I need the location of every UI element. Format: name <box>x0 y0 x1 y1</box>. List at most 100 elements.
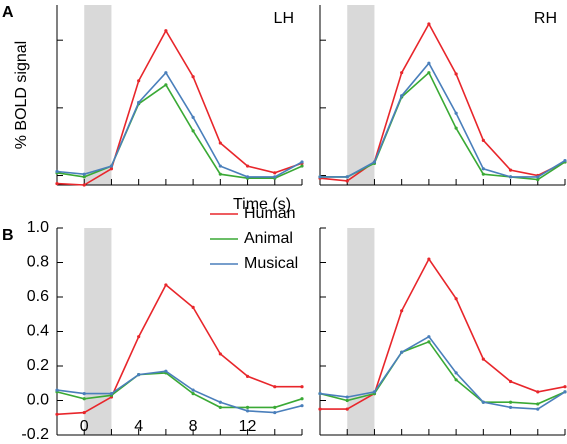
data-point <box>82 183 86 187</box>
data-point <box>82 397 86 401</box>
x-tick-label: 4 <box>134 418 143 435</box>
data-point <box>191 75 195 79</box>
data-point <box>563 385 567 389</box>
y-tick-label: 0.4 <box>27 323 49 340</box>
panel-title: RH <box>534 10 557 27</box>
data-point <box>481 357 485 361</box>
data-point <box>164 71 168 75</box>
series-line <box>319 340 566 405</box>
data-point <box>427 257 431 261</box>
data-point <box>55 412 59 416</box>
y-tick-label: 0.6 <box>27 288 49 305</box>
data-point <box>300 164 304 168</box>
data-point <box>300 160 304 164</box>
data-point <box>454 378 458 382</box>
data-point <box>300 397 304 401</box>
data-point <box>245 409 250 413</box>
data-point <box>372 160 377 164</box>
data-point <box>191 388 195 392</box>
data-point <box>245 175 250 179</box>
data-point <box>191 305 195 309</box>
data-point <box>427 71 431 75</box>
series-line <box>56 372 303 409</box>
series-line <box>56 83 303 179</box>
data-point <box>345 179 349 183</box>
data-point <box>345 175 349 179</box>
x-axis-label: Time (s) <box>233 196 291 213</box>
series-line <box>56 370 303 414</box>
y-axis-label: % BOLD signal <box>13 41 30 150</box>
data-point <box>273 175 277 179</box>
data-point <box>481 167 485 171</box>
y-tick-label: 0.0 <box>27 392 49 409</box>
data-point <box>427 61 431 65</box>
data-point <box>536 175 540 179</box>
data-point <box>427 335 431 339</box>
data-point <box>218 352 222 356</box>
data-point <box>191 392 195 396</box>
data-point <box>82 392 86 396</box>
data-point <box>82 175 86 179</box>
data-point <box>191 129 195 133</box>
data-point <box>400 94 404 98</box>
data-point <box>273 410 277 415</box>
data-point <box>300 404 304 408</box>
data-point <box>536 177 540 182</box>
series-line <box>320 257 566 410</box>
data-point <box>55 182 59 186</box>
data-point <box>55 388 59 392</box>
y-tick-label: -0.2 <box>21 426 49 443</box>
x-tick-label: 8 <box>189 418 198 435</box>
data-point <box>481 172 485 176</box>
series-line <box>56 29 303 186</box>
data-point <box>82 410 86 415</box>
data-point <box>454 297 458 301</box>
data-point <box>508 405 513 409</box>
data-point <box>164 83 168 87</box>
data-point <box>191 115 195 119</box>
series-line <box>319 335 566 410</box>
data-point <box>218 172 222 176</box>
data-point <box>400 309 404 313</box>
x-tick-label: 12 <box>239 418 257 435</box>
data-point <box>345 407 349 411</box>
data-point <box>318 392 322 396</box>
data-point <box>55 169 59 174</box>
legend-label: Musical <box>244 255 298 272</box>
data-point <box>218 400 222 404</box>
data-point <box>109 164 114 168</box>
data-point <box>427 22 431 26</box>
series-line <box>56 283 302 416</box>
data-point <box>508 168 513 172</box>
data-point <box>137 373 141 377</box>
panel-letter: A <box>2 4 14 21</box>
y-tick-label: 0.8 <box>27 254 49 271</box>
data-point <box>481 400 485 404</box>
y-tick-label: 1.0 <box>27 219 49 236</box>
data-point <box>454 111 458 115</box>
data-point <box>245 405 250 409</box>
legend-label: Human <box>244 205 296 222</box>
data-point <box>137 79 141 83</box>
data-point <box>345 395 349 399</box>
data-point <box>454 371 458 375</box>
data-point <box>164 369 168 373</box>
data-point <box>400 71 404 75</box>
data-point <box>245 374 250 378</box>
data-point <box>318 407 322 411</box>
data-point <box>137 335 141 339</box>
data-point <box>536 407 540 411</box>
data-point <box>318 175 322 179</box>
data-point <box>300 385 304 389</box>
data-point <box>400 350 404 354</box>
series-line <box>56 71 303 178</box>
data-point <box>164 29 168 33</box>
data-point <box>109 392 114 396</box>
x-tick-label: 0 <box>80 418 89 435</box>
data-point <box>218 405 222 409</box>
data-point <box>345 398 349 403</box>
y-tick-label: 0.2 <box>27 357 49 374</box>
data-point <box>218 164 222 168</box>
stimulus-shade <box>347 5 375 185</box>
